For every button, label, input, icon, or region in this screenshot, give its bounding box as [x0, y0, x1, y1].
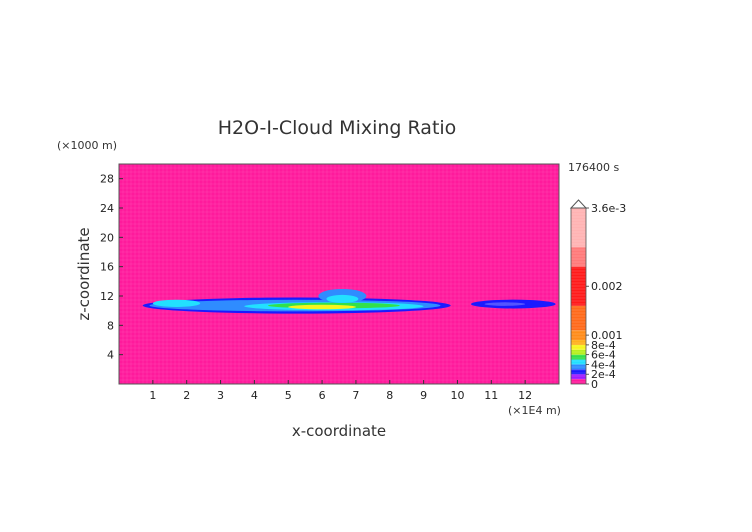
chart-title: H2O-I-Cloud Mixing Ratio — [218, 117, 457, 139]
colorbar-label: 0.001 — [591, 329, 623, 342]
secondary-cloud-core — [484, 302, 526, 306]
colorbar-segment — [571, 349, 586, 355]
plot-background — [119, 164, 559, 384]
cloud-bump-core — [326, 294, 359, 303]
y-tick-label: 4 — [107, 349, 114, 362]
y-axis: 4 8 12 16 20 24 28 — [100, 173, 123, 362]
colorbar-label: 0.002 — [591, 280, 623, 293]
colorbar-segment — [571, 369, 586, 375]
x-tick-label: 3 — [217, 389, 224, 402]
x-tick-label: 8 — [386, 389, 393, 402]
colorbar-label: 8e-4 — [591, 339, 616, 352]
x-tick-label: 11 — [484, 389, 498, 402]
x-tick-label: 12 — [518, 389, 532, 402]
colorbar-segment — [571, 330, 586, 340]
colorbar-segment — [571, 305, 586, 331]
colorbar-extend-arrow — [569, 199, 588, 209]
colorbar-label: 3.6e-3 — [591, 202, 626, 215]
y-tick-label: 20 — [100, 231, 114, 244]
x-tick-label: 10 — [450, 389, 464, 402]
colorbar-segment — [571, 374, 586, 380]
x-tick-label: 1 — [149, 389, 156, 402]
plot-area — [118, 163, 560, 385]
colorbar-label: 0 — [591, 378, 598, 391]
y-tick-label: 28 — [100, 173, 114, 186]
y-tick-label: 12 — [100, 290, 114, 303]
x-tick-label: 4 — [251, 389, 258, 402]
cloud-level-6e-4 — [288, 304, 356, 310]
y-axis-label: z-coordinate — [75, 227, 93, 320]
y-tick-label: 16 — [100, 261, 114, 274]
x-tick-label: 2 — [183, 389, 190, 402]
colorbar-segment — [571, 344, 586, 350]
x-tick-label: 9 — [420, 389, 427, 402]
colorbar-segment — [571, 247, 586, 267]
y-tick-label: 24 — [100, 202, 114, 215]
colorbar-segment — [571, 359, 586, 365]
colorbar-label: 6e-4 — [591, 349, 616, 362]
colorbar-segment — [571, 379, 586, 384]
cloud-level-4e-4-west — [152, 299, 201, 307]
y-tick-label: 8 — [107, 319, 114, 332]
colorbar-segment — [571, 266, 586, 306]
y-unit-label: (×1000 m) — [57, 139, 117, 152]
colorbar-label: 4e-4 — [591, 358, 616, 371]
x-axis: 1 2 3 4 5 6 7 8 9 10 11 12 — [149, 380, 532, 402]
plot-frame — [118, 163, 560, 385]
x-tick-label: 7 — [352, 389, 359, 402]
x-tick-label: 6 — [319, 389, 326, 402]
x-unit-label: (×1E4 m) — [508, 404, 561, 417]
time-label: 176400 s — [568, 161, 619, 174]
colorbar-label: 2e-4 — [591, 368, 616, 381]
colorbar-segment — [571, 208, 586, 248]
colorbar-segment — [571, 340, 586, 345]
x-axis-label: x-coordinate — [292, 422, 386, 440]
colorbar-segment — [571, 354, 586, 360]
x-tick-label: 5 — [285, 389, 292, 402]
colorbar-segment — [571, 364, 586, 370]
